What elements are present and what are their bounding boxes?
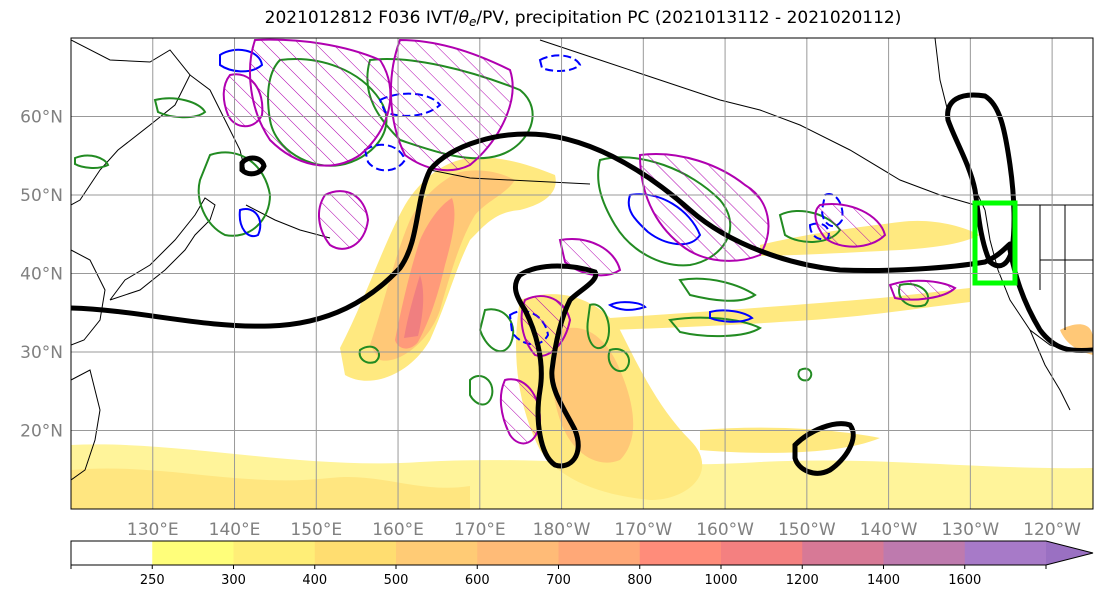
pv-green-14	[74, 154, 110, 169]
colorbar-tick-label: 300	[221, 573, 246, 588]
lon-tick-label: 140°W	[860, 520, 918, 540]
lat-tick-label: 40°N	[20, 265, 63, 285]
lon-tick-label: 130°W	[941, 520, 999, 540]
lon-tick-label: 180°W	[533, 520, 591, 540]
coast-kamchatka	[189, 74, 247, 176]
pv-green-16	[607, 348, 630, 373]
coast-japan	[109, 197, 216, 301]
pv-green-7	[586, 303, 610, 350]
ridge-contour-main	[71, 131, 1013, 329]
colorbar-segment	[639, 541, 722, 565]
ridge-contour-small	[239, 155, 267, 177]
coast-korea	[71, 249, 106, 346]
ivt-subtropical-jet	[610, 288, 970, 330]
colorbar-extend-arrow	[1046, 541, 1093, 565]
precip-pc-7	[814, 203, 887, 248]
colorbar-segment	[71, 541, 153, 565]
colorbar-tick-label: 1000	[704, 573, 737, 588]
ivt-mid-patch	[700, 427, 880, 453]
precip-pc-3	[222, 73, 264, 128]
lat-tick-label: 30°N	[20, 343, 63, 363]
lon-tick-label: 170°W	[614, 520, 672, 540]
precip-pc-9	[499, 378, 542, 445]
ridge-contour-closed-south	[792, 421, 856, 476]
lon-tick-label: 160°W	[696, 520, 754, 540]
lon-tick-label: 140°E	[209, 520, 261, 540]
colorbar-segment	[477, 541, 559, 565]
colorbar-segment	[802, 541, 884, 565]
colorbar-tick-label: 1600	[948, 573, 981, 588]
pv-blue-8	[607, 301, 647, 311]
pv-green-8	[478, 308, 515, 353]
colorbar-segment	[964, 541, 1047, 565]
precip-pc-regions	[222, 38, 957, 445]
pv-blue-10	[538, 54, 582, 72]
pv-green-5	[678, 277, 757, 302]
lon-tick-label: 120°W	[1023, 520, 1081, 540]
colorbar-tick-label: 500	[384, 573, 409, 588]
ivt-atmospheric-river-max	[404, 275, 424, 338]
colorbar-tick-label: 700	[546, 573, 571, 588]
colorbar-tick-label: 250	[140, 573, 165, 588]
coast-alaska	[539, 39, 976, 206]
lat-tick-label: 50°N	[20, 186, 63, 206]
kuril-islands	[245, 204, 331, 239]
colorbar-tick-label: 1400	[867, 573, 900, 588]
colorbar-tick-label: 600	[465, 573, 490, 588]
precip-pc-10	[888, 279, 957, 301]
pv-green-6	[668, 316, 762, 338]
aleutian-islands	[429, 169, 591, 185]
colorbar-segment	[721, 541, 803, 565]
colorbar-segment	[233, 541, 316, 565]
coast-asia	[71, 39, 191, 206]
pv-green-13	[153, 97, 207, 119]
map-frame	[70, 37, 1094, 510]
ivt-southwest-patch	[1060, 324, 1093, 355]
colorbar-tick-label: 1200	[786, 573, 819, 588]
colorbar-segment	[396, 541, 478, 565]
lon-tick-label: 150°E	[290, 520, 342, 540]
chart-title: 2021012812 F036 IVT/θe/PV, precipitation…	[264, 8, 902, 29]
lon-tick-label: 160°E	[372, 520, 424, 540]
gridlines	[71, 38, 1093, 509]
target-box	[972, 200, 1018, 286]
colorbar-segment	[883, 541, 966, 565]
precip-pc-5	[638, 153, 770, 262]
pv-blue-3	[363, 143, 407, 172]
colorbar-tick-label: 800	[627, 573, 652, 588]
state-lines	[1039, 205, 1093, 330]
lon-tick-label: 130°E	[127, 520, 179, 540]
lat-tick-label: 20°N	[20, 422, 63, 442]
coast-china	[71, 369, 101, 481]
colorbar-outline	[70, 540, 1094, 566]
colorbar-segment	[152, 541, 234, 565]
lon-tick-label: 150°W	[778, 520, 836, 540]
lat-tick-label: 60°N	[20, 108, 63, 128]
latitude-labels: 20°N 30°N 40°N 50°N 60°N	[20, 108, 63, 442]
ivt-tropical-band-inner	[71, 468, 470, 509]
longitude-labels: 130°E 140°E 150°E 160°E 170°E 180°W 170°W 160°W…	[127, 520, 1081, 540]
pv-blue-4	[238, 208, 262, 238]
pv-green-11	[358, 345, 380, 364]
colorbar-tick-label: 400	[302, 573, 327, 588]
precip-pc-4	[318, 190, 370, 250]
colorbar-segment	[314, 541, 397, 565]
colorbar: 250 300 400 500 600 700 800 1000 1200 1400 1600	[70, 540, 1094, 588]
lon-tick-label: 170°E	[454, 520, 506, 540]
colorbar-segment	[558, 541, 641, 565]
